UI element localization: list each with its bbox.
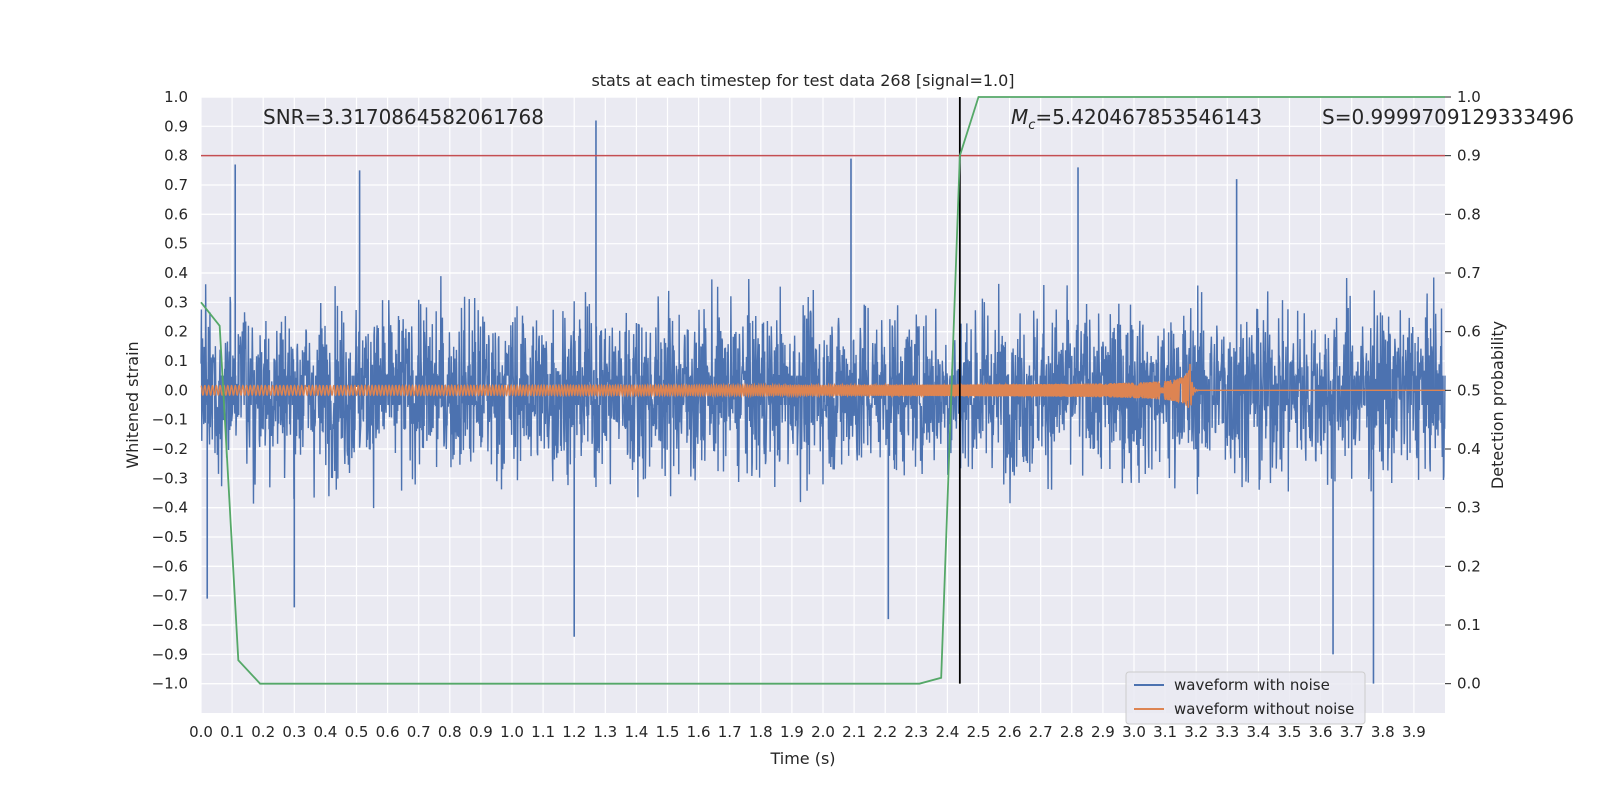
x-tick-label: 0.7 xyxy=(407,723,431,741)
y-tick-label: −1.0 xyxy=(152,675,188,693)
x-tick-label: 1.9 xyxy=(780,723,804,741)
x-tick-label: 2.9 xyxy=(1091,723,1115,741)
clean-waveform-line xyxy=(200,363,1445,408)
x-tick-label: 2.8 xyxy=(1060,723,1084,741)
x-tick-label: 2.4 xyxy=(935,723,959,741)
x-tick-label: 3.2 xyxy=(1184,723,1208,741)
x-tick-label: 3.0 xyxy=(1122,723,1146,741)
probability-layer xyxy=(200,96,1445,685)
mc-symbol: M xyxy=(1011,105,1028,129)
legend-box xyxy=(1125,671,1366,725)
y-tick-label: 0.8 xyxy=(164,147,188,165)
y-tick-label: 0.4 xyxy=(164,264,188,282)
detection-probability-line xyxy=(200,96,1445,685)
chart-title: stats at each timestep for test data 268… xyxy=(591,71,1014,90)
x-tick-label: 3.6 xyxy=(1309,723,1333,741)
x-tick-label: 2.0 xyxy=(811,723,835,741)
y-tick-label: −0.4 xyxy=(152,499,188,517)
legend: waveform with noise waveform without noi… xyxy=(1125,671,1366,725)
y-tick-label: 0.2 xyxy=(164,323,188,341)
mc-subscript: c xyxy=(1028,118,1035,133)
x-tick-label: 0.3 xyxy=(282,723,306,741)
y-tick-label: −0.9 xyxy=(152,645,188,663)
x-tick-label: 2.3 xyxy=(904,723,928,741)
clean-waveform xyxy=(200,363,1445,408)
x-tick-label: 1.3 xyxy=(593,723,617,741)
x-tick-label: 0.5 xyxy=(345,723,369,741)
x-tick-label: 2.7 xyxy=(1029,723,1053,741)
x-tick-label: 0.6 xyxy=(376,723,400,741)
x-tick-label: 3.8 xyxy=(1371,723,1395,741)
y2-tick-label: 0.3 xyxy=(1457,499,1481,517)
noise-waveform xyxy=(200,120,1446,684)
y-tick-label: −0.6 xyxy=(152,557,188,575)
y-axis-label: Whitened strain xyxy=(123,341,142,468)
snr-annotation: SNR=3.3170864582061768 xyxy=(263,105,544,129)
y2-axis-label: Detection probability xyxy=(1488,321,1507,489)
y-tick-label: −0.8 xyxy=(152,616,188,634)
x-tick-label: 0.1 xyxy=(220,723,244,741)
y2-tick-label: 1.0 xyxy=(1457,88,1481,106)
x-tick-label: 2.1 xyxy=(842,723,866,741)
noise-waveform-line xyxy=(200,276,1446,509)
y-tick-label: −0.5 xyxy=(152,528,188,546)
x-tick-label: 3.5 xyxy=(1278,723,1302,741)
x-tick-label: 1.4 xyxy=(624,723,648,741)
y2-tick-label: 0.0 xyxy=(1457,675,1481,693)
y2-tick-label: 0.7 xyxy=(1457,264,1481,282)
y2-tick-label: 0.4 xyxy=(1457,440,1481,458)
y-tick-label: 1.0 xyxy=(164,88,188,106)
x-tick-label: 1.6 xyxy=(687,723,711,741)
x-tick-label: 3.1 xyxy=(1153,723,1177,741)
y2-tick-label: 0.5 xyxy=(1457,381,1481,399)
y-tick-label: 0.0 xyxy=(164,381,188,399)
x-tick-label: 0.4 xyxy=(313,723,337,741)
x-tick-label: 3.9 xyxy=(1402,723,1426,741)
x-tick-label: 2.2 xyxy=(873,723,897,741)
legend-label-clean: waveform without noise xyxy=(1174,700,1354,718)
x-tick-label: 1.1 xyxy=(531,723,555,741)
x-tick-label: 0.9 xyxy=(469,723,493,741)
y-tick-label: 0.3 xyxy=(164,293,188,311)
x-tick-label: 3.3 xyxy=(1215,723,1239,741)
legend-label-noise: waveform with noise xyxy=(1174,676,1330,694)
y-tick-label: −0.2 xyxy=(152,440,188,458)
x-tick-label: 2.5 xyxy=(967,723,991,741)
y-tick-label: 0.6 xyxy=(164,205,188,223)
ticks: 0.0 0.1 0.2 0.3 0.4 0.5 0.6 0.7 0.8 0.9 1.0 1.1 1.2 1… xyxy=(152,88,1481,741)
x-tick-label: 3.7 xyxy=(1340,723,1364,741)
x-tick-label: 1.7 xyxy=(718,723,742,741)
mc-annotation: Mc=5.420467853546143 xyxy=(1011,105,1262,133)
y2-tick-label: 0.2 xyxy=(1457,557,1481,575)
y-tick-label: 0.7 xyxy=(164,176,188,194)
x-axis-label: Time (s) xyxy=(769,749,835,768)
mc-value: =5.420467853546143 xyxy=(1035,105,1262,129)
s-annotation: S=0.9999709129333496 xyxy=(1322,105,1574,129)
y-tick-label: −0.7 xyxy=(152,587,188,605)
x-tick-label: 1.5 xyxy=(656,723,680,741)
y-tick-label: 0.9 xyxy=(164,117,188,135)
x-tick-label: 2.6 xyxy=(998,723,1022,741)
x-tick-label: 0.2 xyxy=(251,723,275,741)
x-tick-label: 1.8 xyxy=(749,723,773,741)
x-tick-label: 0.0 xyxy=(189,723,213,741)
x-tick-label: 3.4 xyxy=(1246,723,1270,741)
y2-tick-label: 0.9 xyxy=(1457,147,1481,165)
y2-tick-label: 0.6 xyxy=(1457,323,1481,341)
x-tick-label: 1.2 xyxy=(562,723,586,741)
y-tick-label: −0.1 xyxy=(152,411,188,429)
x-tick-label: 0.8 xyxy=(438,723,462,741)
x-tick-label: 1.0 xyxy=(500,723,524,741)
y2-tick-label: 0.1 xyxy=(1457,616,1481,634)
y-tick-label: 0.1 xyxy=(164,352,188,370)
y2-tick-label: 0.8 xyxy=(1457,205,1481,223)
y-tick-label: 0.5 xyxy=(164,235,188,253)
y-tick-label: −0.3 xyxy=(152,469,188,487)
